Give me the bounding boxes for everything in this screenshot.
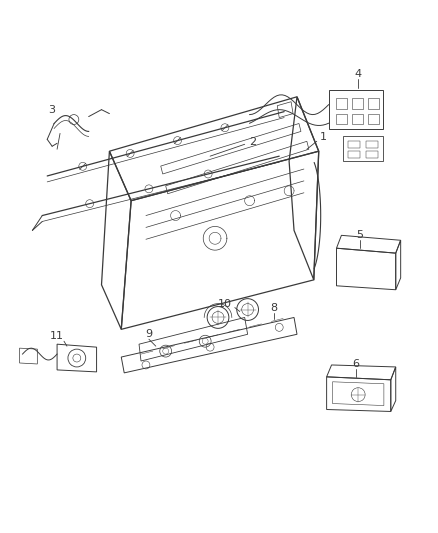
Text: 4: 4 xyxy=(355,69,362,79)
Text: 9: 9 xyxy=(145,329,152,340)
Text: 2: 2 xyxy=(249,138,256,147)
Text: 3: 3 xyxy=(49,104,56,115)
Text: 1: 1 xyxy=(320,132,327,142)
Text: 5: 5 xyxy=(357,230,364,240)
Text: 6: 6 xyxy=(353,359,360,369)
Text: 8: 8 xyxy=(271,303,278,312)
Text: 11: 11 xyxy=(50,332,64,341)
Text: 10: 10 xyxy=(218,298,232,309)
